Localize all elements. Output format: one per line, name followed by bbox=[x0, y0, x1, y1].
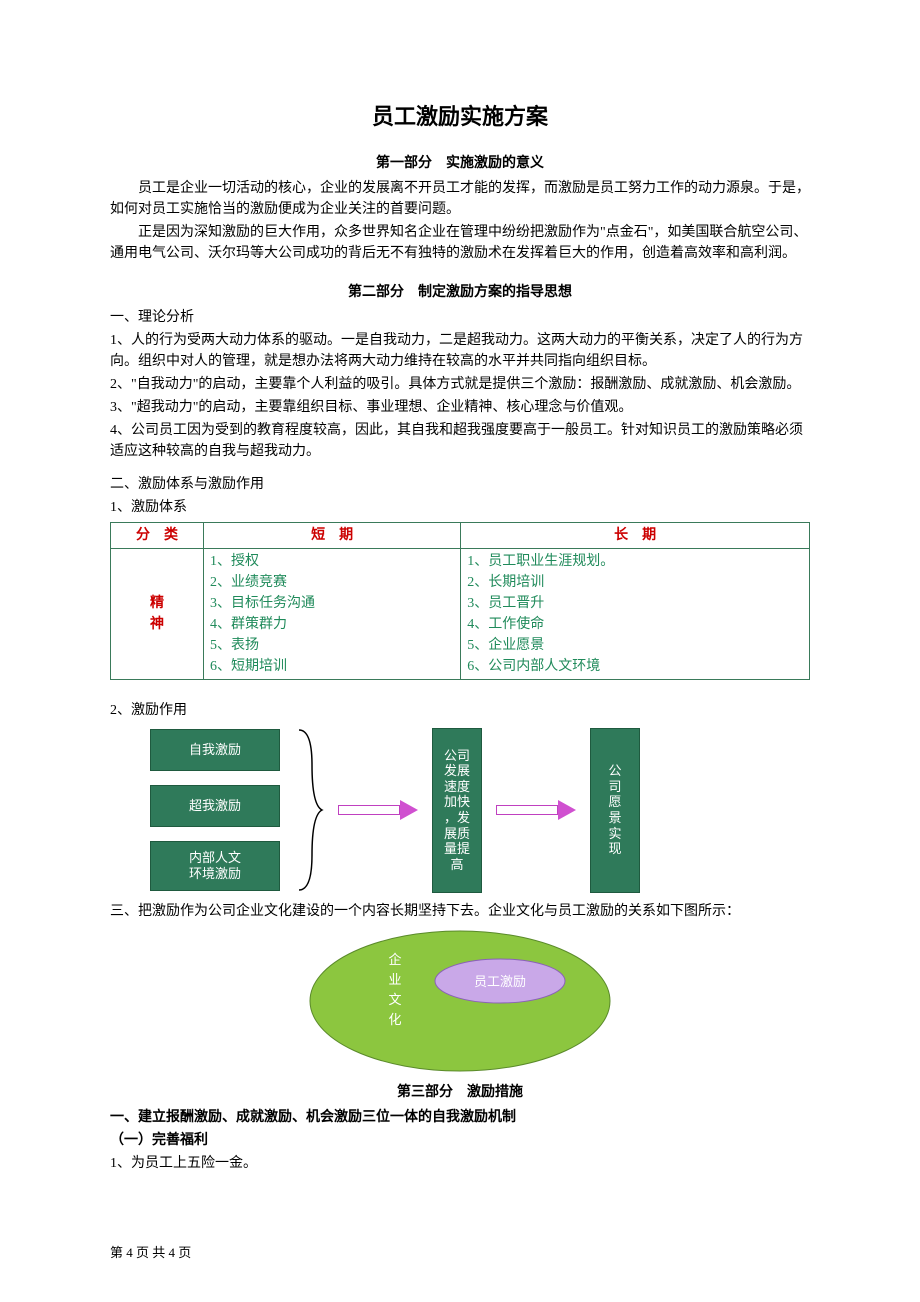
incentive-table: 分 类 短 期 长 期 精 神 1、授权 2、业绩竞赛 3、目标任务沟通 4、群… bbox=[110, 522, 810, 680]
arrow-line bbox=[496, 805, 558, 815]
ellipse-outer-char: 化 bbox=[388, 1012, 401, 1027]
section3-heading: 第三部分 激励措施 bbox=[110, 1082, 810, 1103]
arrow-line bbox=[338, 805, 400, 815]
cell-long: 1、员工职业生涯规划。 2、长期培训 3、员工晋升 4、工作使命 5、企业愿景 … bbox=[461, 549, 810, 680]
section3-h2: （一）完善福利 bbox=[110, 1130, 810, 1151]
flow-left-column: 自我激励 超我激励 内部人文 环境激励 bbox=[150, 729, 280, 891]
ellipse-outer-char: 企 bbox=[388, 952, 401, 967]
section2-a1: 1、人的行为受两大动力体系的驱动。一是自我动力，二是超我动力。这两大动力的平衡关… bbox=[110, 330, 810, 372]
long-item: 1、员工职业生涯规划。 bbox=[467, 551, 803, 572]
section2-ha: 一、理论分析 bbox=[110, 307, 810, 328]
brace-icon bbox=[294, 725, 324, 895]
arrow-icon bbox=[496, 802, 576, 818]
cell-short: 1、授权 2、业绩竞赛 3、目标任务沟通 4、群策群力 5、表扬 6、短期培训 bbox=[204, 549, 461, 680]
short-item: 6、短期培训 bbox=[210, 656, 454, 677]
ellipse-outer-char: 业 bbox=[388, 972, 401, 987]
section2-a3: 3、"超我动力"的启动，主要靠组织目标、事业理想、企业精神、核心理念与价值观。 bbox=[110, 397, 810, 418]
flow-box-right: 公 司 愿 景 实 现 bbox=[590, 728, 640, 893]
flow-box-env-text: 内部人文 环境激励 bbox=[189, 850, 241, 881]
long-item: 6、公司内部人文环境 bbox=[467, 656, 803, 677]
section2-a4: 4、公司员工因为受到的教育程度较高，因此，其自我和超我强度要高于一般员工。针对知… bbox=[110, 420, 810, 462]
section1-para2: 正是因为深知激励的巨大作用，众多世界知名企业在管理中纷纷把激励作为"点金石"，如… bbox=[110, 222, 810, 264]
section3-p1: 1、为员工上五险一金。 bbox=[110, 1153, 810, 1174]
long-item: 2、长期培训 bbox=[467, 572, 803, 593]
long-item: 5、企业愿景 bbox=[467, 635, 803, 656]
short-item: 4、群策群力 bbox=[210, 614, 454, 635]
long-item: 4、工作使命 bbox=[467, 614, 803, 635]
section2-hb: 二、激励体系与激励作用 bbox=[110, 474, 810, 495]
row-label-text: 精 神 bbox=[150, 596, 164, 632]
short-item: 1、授权 bbox=[210, 551, 454, 572]
section2-a2: 2、"自我动力"的启动，主要靠个人利益的吸引。具体方式就是提供三个激励：报酬激励… bbox=[110, 374, 810, 395]
short-item: 5、表扬 bbox=[210, 635, 454, 656]
th-short: 短 期 bbox=[204, 523, 461, 549]
document-title: 员工激励实施方案 bbox=[110, 100, 810, 133]
row-label-spirit: 精 神 bbox=[111, 549, 204, 680]
section2-heading: 第二部分 制定激励方案的指导思想 bbox=[110, 282, 810, 303]
arrow-head bbox=[558, 800, 576, 820]
th-category: 分 类 bbox=[111, 523, 204, 549]
ellipse-svg: 员工激励 企 业 文 化 bbox=[300, 926, 620, 1076]
section2-hc: 三、把激励作为公司企业文化建设的一个内容长期坚持下去。企业文化与员工激励的关系如… bbox=[110, 901, 810, 922]
culture-ellipse-diagram: 员工激励 企 业 文 化 bbox=[110, 926, 810, 1076]
arrow-head bbox=[400, 800, 418, 820]
short-item: 3、目标任务沟通 bbox=[210, 593, 454, 614]
flow-box-super: 超我激励 bbox=[150, 785, 280, 827]
flow-diagram: 自我激励 超我激励 内部人文 环境激励 公司 发展 速度 加快 ，发 展质 量提… bbox=[150, 725, 810, 895]
flow-box-env: 内部人文 环境激励 bbox=[150, 841, 280, 891]
th-long: 长 期 bbox=[461, 523, 810, 549]
section2-b2: 2、激励作用 bbox=[110, 700, 810, 721]
ellipse-outer-char: 文 bbox=[388, 992, 401, 1007]
section3-h1: 一、建立报酬激励、成就激励、机会激励三位一体的自我激励机制 bbox=[110, 1107, 810, 1128]
section2-b1: 1、激励体系 bbox=[110, 497, 810, 518]
flow-box-self: 自我激励 bbox=[150, 729, 280, 771]
section1-heading: 第一部分 实施激励的意义 bbox=[110, 153, 810, 174]
ellipse-inner-label: 员工激励 bbox=[474, 974, 526, 989]
long-item: 3、员工晋升 bbox=[467, 593, 803, 614]
flow-box-mid: 公司 发展 速度 加快 ，发 展质 量提 高 bbox=[432, 728, 482, 893]
short-item: 2、业绩竞赛 bbox=[210, 572, 454, 593]
section1-para1: 员工是企业一切活动的核心，企业的发展离不开员工才能的发挥，而激励是员工努力工作的… bbox=[110, 178, 810, 220]
flow-mid-text: 公司 发展 速度 加快 ，发 展质 量提 高 bbox=[444, 748, 470, 873]
document-page: 员工激励实施方案 第一部分 实施激励的意义 员工是企业一切活动的核心，企业的发展… bbox=[0, 0, 920, 1302]
page-footer: 第 4 页 共 4 页 bbox=[110, 1243, 191, 1263]
flow-right-text: 公 司 愿 景 实 现 bbox=[608, 763, 621, 857]
arrow-icon bbox=[338, 802, 418, 818]
